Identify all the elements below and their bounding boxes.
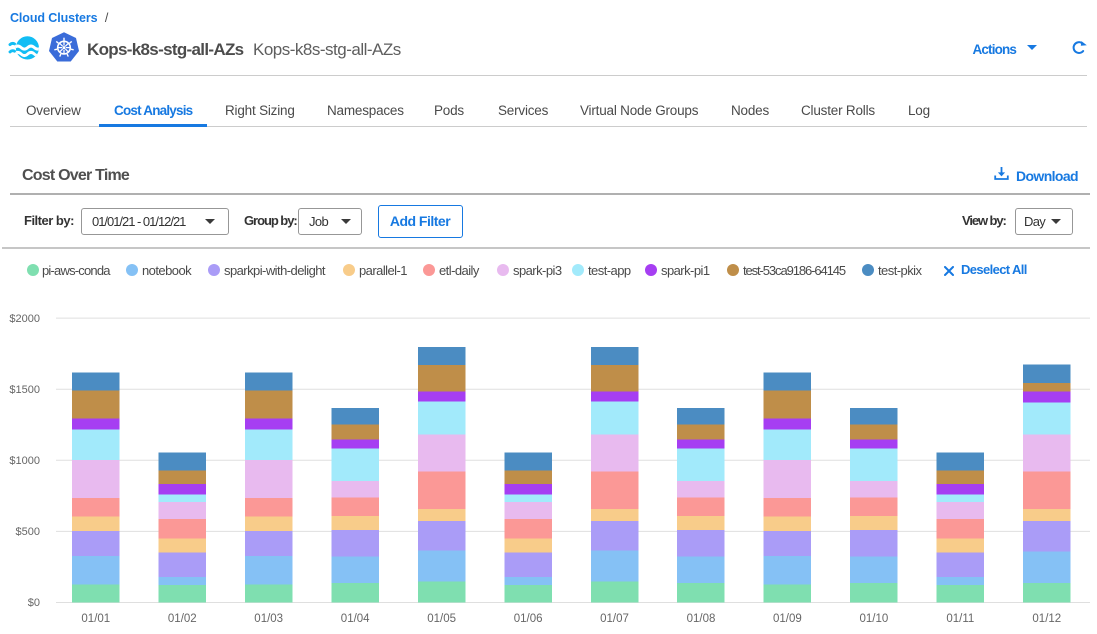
svg-text:01/08: 01/08 bbox=[687, 613, 716, 625]
svg-text:01/07: 01/07 bbox=[600, 613, 629, 625]
svg-text:01/01: 01/01 bbox=[81, 613, 110, 625]
svg-text:01/11: 01/11 bbox=[946, 613, 974, 625]
svg-text:01/09: 01/09 bbox=[773, 613, 802, 625]
svg-text:01/06: 01/06 bbox=[514, 613, 543, 625]
svg-text:$500: $500 bbox=[16, 526, 40, 538]
svg-text:01/04: 01/04 bbox=[341, 613, 370, 625]
svg-text:01/03: 01/03 bbox=[254, 613, 283, 625]
svg-text:01/12: 01/12 bbox=[1032, 613, 1061, 625]
svg-text:$0: $0 bbox=[28, 597, 40, 609]
svg-text:01/10: 01/10 bbox=[860, 613, 889, 625]
svg-text:$2000: $2000 bbox=[9, 313, 40, 325]
svg-text:$1500: $1500 bbox=[9, 384, 40, 396]
svg-text:01/02: 01/02 bbox=[168, 613, 197, 625]
svg-text:01/05: 01/05 bbox=[427, 613, 456, 625]
svg-text:$1000: $1000 bbox=[9, 455, 40, 467]
